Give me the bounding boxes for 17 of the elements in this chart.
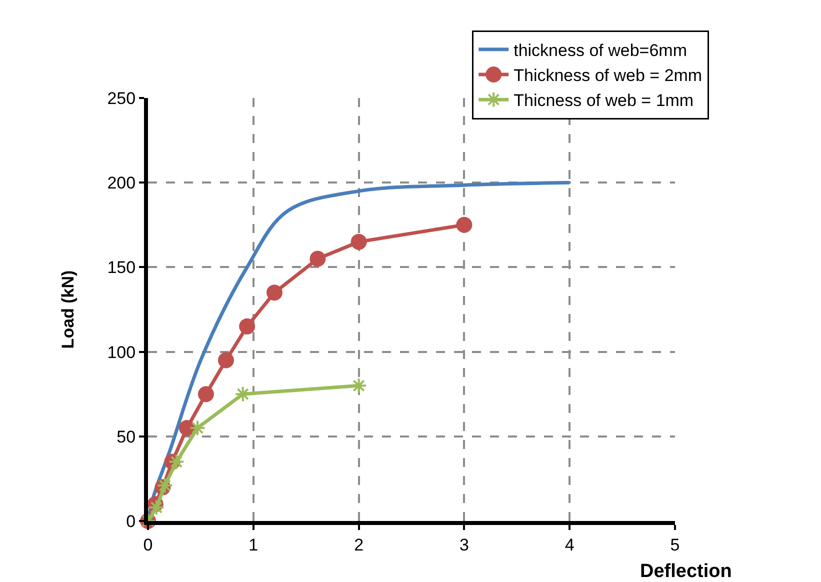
- y-tick-label: 250: [107, 88, 136, 108]
- legend-label: Thickness of web = 2mm: [514, 66, 702, 86]
- legend-label: thickness of web=6mm: [514, 41, 687, 60]
- x-tick-label: 4: [564, 535, 574, 554]
- x-axis-title: Deflection: [640, 561, 732, 582]
- y-axis-title: Load (kN): [58, 270, 78, 349]
- legend-label: Thicness of web = 1mm: [514, 91, 694, 110]
- y-tick-label: 100: [107, 342, 136, 362]
- x-tick-label: 0: [143, 535, 153, 554]
- y-tick-label: 50: [116, 427, 136, 446]
- x-tick-label: 5: [670, 535, 680, 554]
- y-tick-label: 150: [107, 258, 136, 278]
- x-tick-label: 1: [248, 535, 258, 554]
- y-tick-label: 0: [126, 512, 136, 531]
- x-tick-label: 2: [354, 535, 364, 554]
- x-tick-label: 3: [459, 535, 469, 554]
- y-tick-label: 200: [107, 174, 136, 193]
